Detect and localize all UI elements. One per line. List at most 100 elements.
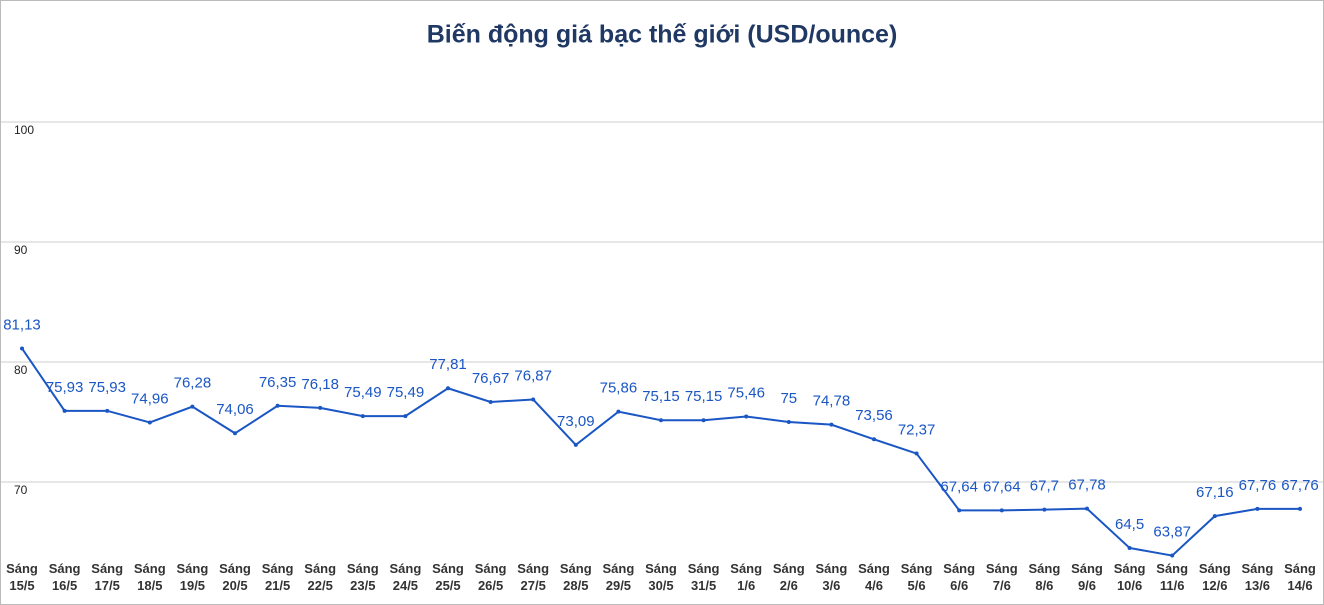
value-label: 76,67 [472, 370, 510, 387]
y-tick-label: 70 [14, 483, 28, 497]
x-tick-label: Sáng 16/5 [48, 561, 81, 593]
value-label: 75,15 [642, 388, 680, 405]
point [999, 508, 1004, 513]
value-label: 75,15 [685, 388, 723, 405]
x-tick-label: Sáng 13/6 [1241, 561, 1274, 593]
point [360, 414, 365, 419]
point [403, 414, 408, 419]
value-label: 73,56 [855, 407, 893, 424]
point [446, 386, 450, 391]
value-label: 67,64 [940, 478, 978, 495]
point [957, 508, 962, 513]
value-label: 75,93 [88, 379, 126, 396]
point [829, 422, 834, 427]
value-label: 76,28 [174, 375, 212, 392]
value-label: 76,87 [514, 368, 552, 385]
point [488, 399, 493, 404]
value-label: 67,7 [1030, 478, 1059, 495]
value-label: 75,86 [600, 380, 638, 397]
value-label: 67,76 [1281, 477, 1319, 494]
value-label: 64,5 [1115, 516, 1144, 533]
x-tick-label: Sáng 19/5 [176, 561, 209, 593]
value-label: 67,76 [1239, 477, 1277, 494]
point [531, 397, 536, 402]
x-tick-label: Sáng 25/5 [432, 561, 464, 593]
x-tick-label: Sáng 31/5 [687, 561, 720, 593]
point [1127, 546, 1132, 550]
value-label: 76,18 [301, 376, 339, 393]
point [573, 442, 578, 447]
value-label: 72,37 [898, 422, 936, 439]
point [147, 420, 152, 425]
value-label: 67,78 [1068, 477, 1106, 494]
point [616, 409, 621, 414]
x-tick-label: Sáng 8/6 [1028, 561, 1061, 593]
value-label: 75,46 [727, 384, 765, 401]
x-tick-label: Sáng 11/6 [1156, 561, 1189, 593]
x-tick-label: Sáng 10/6 [1113, 561, 1146, 593]
point [701, 418, 706, 423]
point [659, 418, 663, 423]
x-tick-label: Sáng 22/5 [304, 561, 337, 593]
x-tick-label: Sáng 5/6 [900, 561, 933, 593]
point [914, 451, 919, 456]
x-tick-label: Sáng 3/6 [815, 561, 848, 593]
point [190, 404, 195, 409]
point [62, 408, 67, 413]
value-label: 75,49 [387, 384, 425, 401]
y-tick-label: 90 [14, 243, 28, 257]
x-tick-label: Sáng 1/6 [730, 561, 763, 593]
point [1212, 514, 1217, 519]
value-label: 63,87 [1153, 524, 1191, 541]
x-tick-label: Sáng 12/6 [1198, 561, 1231, 593]
value-label: 74,78 [813, 393, 851, 410]
x-tick-label: Sáng 2/6 [772, 561, 805, 593]
x-tick-label: Sáng 23/5 [346, 561, 379, 593]
value-label: 77,81 [429, 356, 467, 373]
value-label: 75,49 [344, 384, 382, 401]
x-tick-label: Sáng 9/6 [1071, 561, 1103, 593]
point [1170, 553, 1175, 558]
x-tick-label: Sáng 17/5 [91, 561, 124, 593]
value-label: 75,93 [46, 379, 84, 396]
value-label: 67,16 [1196, 484, 1234, 501]
value-label: 67,64 [983, 478, 1021, 495]
point [786, 420, 791, 424]
x-tick-label: Sáng 15/5 [6, 561, 38, 593]
x-tick-label: Sáng 28/5 [559, 561, 592, 593]
chart-title: Biến động giá bạc thế giới (USD/ounce) [427, 21, 898, 49]
point [1298, 506, 1302, 511]
point [275, 403, 280, 408]
value-label: 76,35 [259, 374, 297, 391]
x-tick-label: Sáng 21/5 [261, 561, 294, 593]
value-label: 74,06 [216, 401, 254, 418]
point [233, 431, 237, 436]
point [1255, 506, 1260, 511]
value-label: 74,96 [131, 390, 169, 407]
x-tick-label: Sáng 24/5 [389, 561, 422, 593]
x-tick-label: Sáng 7/6 [985, 561, 1018, 593]
point [872, 437, 876, 442]
x-tick-label: Sáng 27/5 [517, 561, 550, 593]
point [1085, 506, 1089, 511]
value-label: 81,13 [3, 316, 41, 333]
point [105, 408, 110, 413]
point [744, 414, 749, 419]
x-tick-label: Sáng 18/5 [133, 561, 166, 593]
point [318, 405, 323, 410]
x-tick-label: Sáng 26/5 [474, 561, 507, 593]
x-tick-label: Sáng 6/6 [943, 561, 976, 593]
value-label: 73,09 [557, 413, 595, 430]
x-tick-label: Sáng 30/5 [645, 561, 677, 593]
point [20, 346, 24, 351]
x-tick-label: Sáng 20/5 [219, 561, 251, 593]
y-tick-label: 100 [14, 123, 34, 137]
x-tick-label: Sáng 4/6 [858, 561, 890, 593]
x-tick-label: Sáng 29/5 [602, 561, 635, 593]
y-tick-label: 80 [14, 363, 28, 377]
value-label: 75 [780, 390, 797, 407]
point [1042, 507, 1047, 512]
